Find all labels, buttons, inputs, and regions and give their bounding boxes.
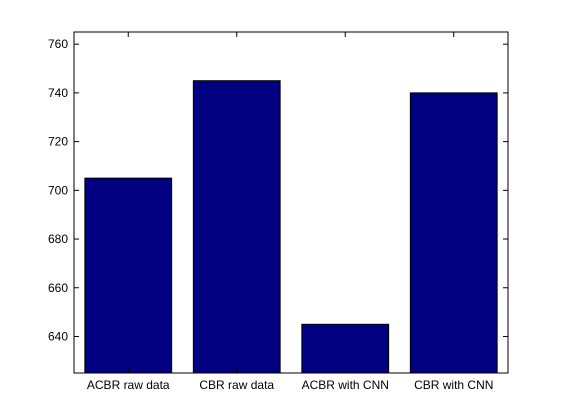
y-tick-label: 720 [48,135,68,149]
bar-3 [301,323,390,374]
x-tick-label: ACBR raw data [87,378,170,392]
plot-frame [73,31,509,374]
bar-2 [192,80,281,374]
y-tick-label: 740 [48,86,68,100]
bars-layer [84,80,498,374]
bar-1 [84,177,173,374]
ticks-layer [74,32,508,373]
y-tick-label: 760 [48,37,68,51]
labels-layer: ACBR raw data CBR raw data ACBR with CNN CB… [48,37,493,392]
y-tick-label: 700 [48,183,68,197]
x-tick-label: CBR with CNN [414,378,493,392]
x-tick-label: ACBR with CNN [302,378,389,392]
y-tick-label: 680 [48,232,68,246]
y-tick-label: 640 [48,329,68,343]
y-tick-label: 660 [48,281,68,295]
x-tick-label: CBR raw data [199,378,274,392]
bar-4 [409,92,498,374]
